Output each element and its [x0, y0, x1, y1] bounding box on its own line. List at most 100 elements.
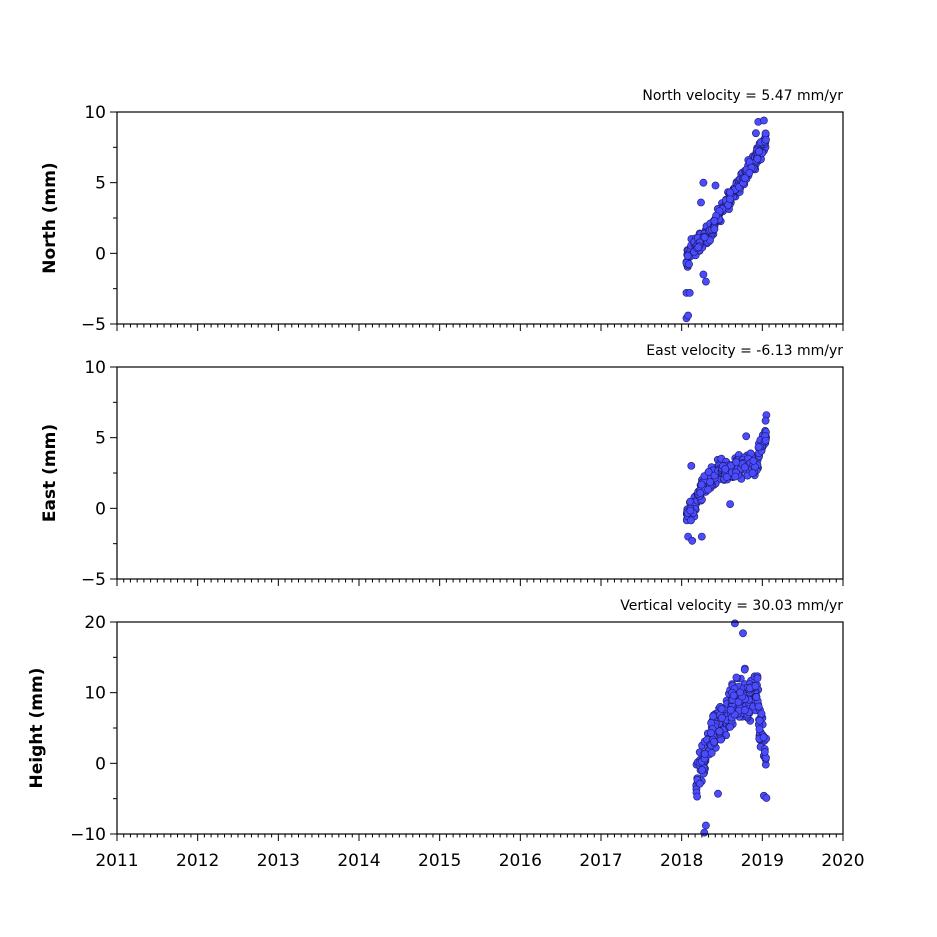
height-ylabel: Height (mm)	[27, 668, 47, 789]
y-tick-label: 10	[84, 103, 106, 123]
data-point	[760, 748, 769, 756]
east-velocity-title: East velocity = -6.13 mm/yr	[646, 343, 843, 359]
y-tick-label: −10	[70, 825, 106, 845]
y-tick-label: 0	[95, 754, 106, 774]
north-velocity-title: North velocity = 5.47 mm/yr	[642, 88, 843, 104]
data-point	[688, 536, 697, 545]
data-point	[732, 673, 741, 682]
height-ticks: −10 0 10 20 2011 2012 2013 2014 2015 2016 2017 2018…	[70, 613, 865, 871]
panel-north: North velocity = 5.47 mm/yr −5 0 5 10 North…	[40, 88, 844, 335]
data-point	[704, 485, 713, 494]
data-point	[718, 713, 726, 722]
data-point	[762, 794, 771, 802]
data-point	[721, 464, 730, 473]
data-point	[760, 116, 768, 125]
data-point	[739, 629, 747, 638]
data-point	[731, 472, 740, 481]
data-point	[702, 821, 710, 830]
data-point	[749, 456, 758, 465]
data-point	[685, 288, 694, 297]
data-point	[700, 233, 709, 242]
data-point	[707, 729, 715, 737]
data-point	[748, 469, 757, 477]
y-tick-label: 5	[95, 174, 106, 194]
east-points	[682, 411, 771, 545]
x-tick-label: 2012	[176, 851, 219, 871]
data-point	[753, 674, 762, 683]
data-point	[696, 488, 705, 497]
data-point	[697, 532, 706, 541]
y-tick-label: 10	[84, 358, 106, 378]
data-point	[742, 432, 751, 441]
data-point	[754, 443, 763, 451]
x-tick-label: 2020	[821, 851, 864, 871]
data-point	[698, 766, 707, 774]
data-point	[740, 706, 749, 715]
data-point	[695, 779, 704, 788]
data-point	[755, 725, 764, 734]
panel-east: East velocity = -6.13 mm/yr −5 0 5 10 East …	[40, 343, 844, 590]
data-point	[683, 251, 692, 260]
x-tick-label: 2017	[579, 851, 622, 871]
data-point	[704, 467, 713, 476]
x-tick-label: 2011	[95, 851, 138, 871]
data-point	[751, 682, 760, 690]
data-point	[740, 463, 749, 472]
data-point	[710, 737, 718, 746]
data-point	[752, 693, 761, 701]
data-point	[754, 702, 763, 711]
data-point	[752, 129, 760, 138]
data-point	[685, 260, 693, 269]
data-point	[715, 727, 724, 736]
data-point	[687, 516, 695, 525]
data-point	[717, 704, 726, 713]
north-ylabel: North (mm)	[40, 162, 60, 273]
north-axis-frame	[116, 111, 844, 325]
data-point	[687, 461, 696, 470]
data-point	[741, 174, 749, 182]
data-point	[726, 723, 734, 731]
data-point	[726, 500, 734, 508]
data-point	[707, 749, 716, 757]
data-point	[711, 181, 720, 190]
data-point	[734, 698, 743, 706]
data-point	[726, 188, 734, 197]
x-tick-label: 2018	[660, 851, 703, 871]
data-point	[699, 270, 708, 279]
y-tick-label: 0	[95, 499, 106, 519]
data-point	[686, 506, 695, 515]
east-axis-frame	[116, 366, 844, 580]
data-point	[709, 712, 717, 721]
data-point	[700, 750, 709, 758]
x-tick-label: 2014	[337, 851, 380, 871]
x-tick-label: 2016	[499, 851, 542, 871]
data-point	[729, 691, 738, 700]
north-ticks: −5 0 5 10	[81, 103, 844, 335]
data-point	[732, 458, 741, 467]
data-point	[753, 154, 762, 163]
data-point	[740, 665, 749, 674]
data-point	[714, 789, 722, 798]
data-point	[755, 147, 763, 156]
data-point	[755, 716, 764, 725]
data-point	[710, 216, 719, 225]
data-point	[697, 480, 706, 489]
y-tick-label: −5	[81, 315, 106, 335]
data-point	[706, 478, 715, 486]
height-axis-frame	[116, 621, 844, 835]
data-point	[684, 311, 692, 320]
data-point	[757, 709, 766, 718]
data-point	[736, 688, 744, 697]
data-point	[745, 168, 754, 177]
y-tick-label: 0	[95, 244, 106, 264]
north-points	[682, 116, 770, 323]
data-point	[710, 225, 719, 233]
vertical-velocity-title: Vertical velocity = 30.03 mm/yr	[620, 598, 843, 614]
data-point	[731, 619, 739, 628]
data-point	[700, 828, 709, 837]
data-point	[699, 178, 708, 187]
y-tick-label: 20	[84, 613, 106, 633]
data-point	[761, 416, 770, 425]
x-tick-label: 2015	[418, 851, 461, 871]
